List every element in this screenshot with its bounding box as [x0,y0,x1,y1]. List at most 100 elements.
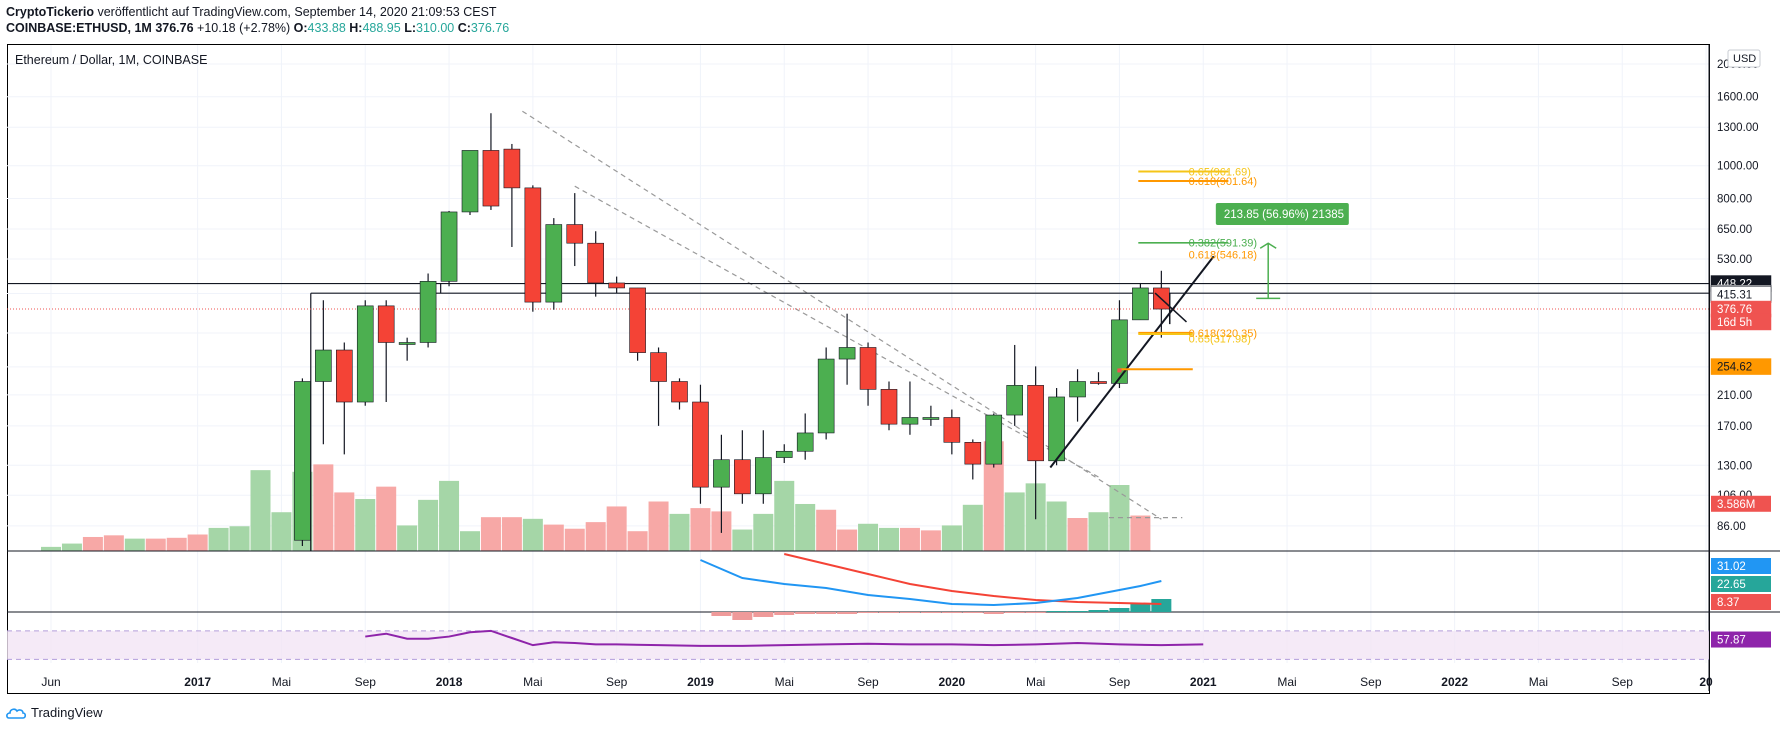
volume-bar [983,441,1004,551]
volume-bar [1088,512,1109,551]
candle-body [315,349,332,382]
candle-body [503,148,521,189]
candle-body [692,401,709,488]
measure-arrowhead [1259,242,1277,249]
candle-body [838,347,856,360]
rsi-label: 57.87 [1717,635,1746,647]
volume-label-box [1711,495,1771,512]
rsi-label-box [1711,631,1771,648]
candle-body [880,389,898,425]
price-axis-tick: 1600.00 [1717,92,1759,104]
volume-bar [564,528,585,551]
price-change: +10.18 (+2.78%) [197,21,291,35]
candle-body [1132,287,1149,321]
tradingview-cloud-icon [6,707,26,719]
volume-bar [229,526,250,551]
candle-body [398,342,416,345]
volume-bar [439,480,460,551]
macd-histogram-bar [753,612,774,617]
candle-body [335,349,353,403]
volume-bar [669,513,690,551]
pane-title: Ethereum / Dollar, 1M, COINBASE [15,53,208,67]
candle-body [545,224,563,303]
time-axis-tick: 2017 [184,675,211,689]
header-line-1: CryptoTickerio veröffentlicht auf Tradin… [6,4,509,20]
candle-body [524,187,542,303]
price-label-box [1710,313,1772,331]
volume-bar [795,503,816,551]
volume-bar [1046,501,1067,551]
macd-histogram-bar [795,612,816,614]
fib-label: 0.65(317.98) [1189,334,1251,346]
volume-bar [1004,492,1025,551]
volume-bar [271,512,292,551]
price-axis-tick: 530.00 [1717,254,1752,266]
published-text: veröffentlicht auf TradingView.com, Sept… [97,5,497,19]
tradingview-footer[interactable]: TradingView [6,705,103,720]
volume-bar [522,518,543,551]
time-axis-tick: Mai [523,675,542,689]
volume-bar [1067,518,1088,551]
candle-body [901,417,919,425]
open-value: 433.88 [307,21,346,35]
volume-bar [753,513,774,551]
time-axis-tick: 2022 [1441,675,1468,689]
time-axis-tick: Sep [1109,675,1131,689]
macd-histogram-bar [1151,599,1172,612]
macd-label-box [1711,558,1771,574]
time-axis-tick: Mai [1277,675,1296,689]
fib-label: 0.65(961.69) [1189,167,1251,179]
volume-bar [962,504,983,551]
macd-histogram-bar [983,612,1004,614]
candle-body [587,242,605,284]
volume-bar [397,525,418,551]
macd-histogram-bar [732,612,753,620]
candle-body [859,347,877,390]
macd-histogram-bar [711,612,732,616]
time-axis-tick: Sep [857,675,879,689]
last-price: 376.76 [155,21,194,35]
candle-body [734,459,751,495]
price-label-box [1710,358,1772,375]
time-axis-tick: Sep [1612,675,1634,689]
volume-bar [1130,515,1151,551]
macd-histogram-bar [1130,603,1151,612]
macd-histogram-bar [858,612,879,613]
macd-line [700,559,1162,607]
rsi-band [7,630,1709,660]
fib-label: 0.618(546.18) [1189,250,1258,262]
candle-body [461,150,479,213]
macd-histogram-bar [920,612,941,613]
close-value: 376.76 [470,21,510,35]
price-axis-tick: 650.00 [1717,224,1752,236]
candle-body [775,450,793,458]
macd-label: 31.02 [1717,561,1746,573]
time-axis-tick: Mai [1026,675,1045,689]
volume-bar [250,470,271,551]
time-axis-tick: Sep [606,675,628,689]
symbol-label: COINBASE:ETHUSD, 1M [6,21,152,35]
candle-body [985,414,1003,465]
price-axis-tick: 1000.00 [1717,161,1759,173]
publisher-name[interactable]: CryptoTickerio [6,5,94,19]
volume-bar [187,534,208,551]
macd-histogram-bar [899,612,920,613]
macd-histogram-bar [962,612,983,613]
high-value: 488.95 [362,21,401,35]
volume-bar [627,531,648,551]
volume-bar [376,486,397,551]
time-axis-tick: Mai [775,675,794,689]
currency-box [1727,49,1761,68]
time-axis-tick: 2020 [938,675,965,689]
currency-label: USD [1733,53,1756,65]
macd-histogram-bar [1025,612,1046,613]
candle-body [566,224,584,244]
measure-box [1215,202,1349,225]
candle-body [440,211,458,282]
volume-bar [103,535,124,551]
candle-body [650,352,667,382]
low-label: L: [404,21,416,35]
price-axis-tick: 130.00 [1717,460,1752,472]
candle-body [356,305,374,403]
